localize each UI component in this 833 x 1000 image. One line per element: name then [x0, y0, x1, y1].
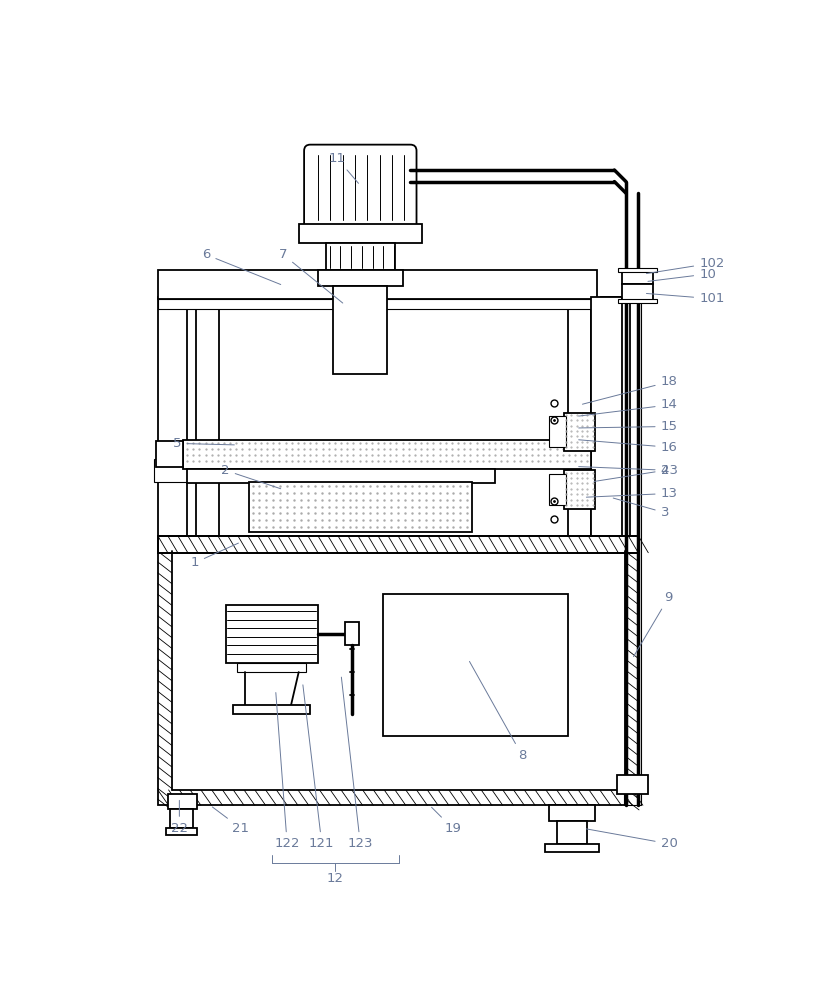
Bar	[601, 297, 630, 536]
Text: 1: 1	[191, 543, 238, 569]
Text: 12: 12	[327, 872, 343, 885]
Bar	[549, 474, 566, 505]
Text: 9: 9	[634, 591, 673, 657]
Bar	[383, 594, 568, 736]
Bar	[326, 243, 395, 270]
Bar	[157, 270, 596, 299]
Bar	[333, 286, 387, 374]
Text: 21: 21	[212, 807, 249, 835]
Bar	[260, 483, 437, 513]
Bar	[157, 536, 639, 553]
Text: 101: 101	[646, 292, 725, 305]
Text: 5: 5	[173, 437, 234, 450]
Bar	[157, 441, 183, 467]
Text: 8: 8	[470, 661, 526, 762]
Bar	[556, 821, 587, 844]
Bar	[197, 297, 219, 536]
Text: 123: 123	[342, 677, 373, 850]
Text: 121: 121	[303, 685, 335, 850]
Text: 20: 20	[586, 829, 677, 850]
Bar	[545, 844, 599, 852]
Bar	[170, 809, 193, 828]
Bar	[564, 413, 595, 451]
Bar	[618, 268, 656, 272]
Bar	[624, 297, 641, 805]
Text: 14: 14	[579, 398, 677, 416]
Bar	[549, 416, 566, 447]
Bar	[591, 297, 622, 536]
Text: 4: 4	[594, 464, 669, 481]
Text: 2: 2	[222, 464, 281, 489]
Bar	[622, 270, 653, 284]
Bar	[167, 828, 197, 835]
Bar	[157, 551, 639, 805]
Text: 18: 18	[582, 375, 677, 404]
Bar	[318, 270, 402, 286]
Bar	[233, 705, 310, 714]
Bar	[568, 297, 591, 536]
Bar	[622, 284, 653, 301]
Bar	[187, 469, 495, 483]
FancyBboxPatch shape	[304, 145, 416, 230]
Text: 7: 7	[279, 248, 342, 303]
Bar	[167, 794, 197, 809]
Bar	[183, 440, 591, 469]
Text: 23: 23	[579, 464, 677, 477]
Text: 122: 122	[274, 693, 300, 850]
Text: 22: 22	[171, 800, 188, 835]
Text: 19: 19	[431, 807, 461, 835]
Bar	[172, 551, 626, 790]
Text: 6: 6	[202, 248, 281, 285]
Bar	[249, 482, 472, 532]
Text: 102: 102	[646, 257, 725, 274]
Bar	[549, 805, 595, 821]
Bar	[157, 297, 187, 536]
Text: 3: 3	[613, 498, 669, 519]
Bar	[564, 470, 595, 509]
Bar	[299, 224, 421, 243]
Bar	[617, 774, 648, 794]
Text: 10: 10	[648, 267, 716, 281]
Bar	[157, 299, 596, 309]
Text: 16: 16	[579, 440, 677, 454]
Bar	[345, 622, 359, 645]
Text: 15: 15	[579, 420, 677, 433]
Bar	[154, 459, 192, 482]
Bar	[618, 299, 656, 303]
Text: 11: 11	[329, 152, 358, 183]
Bar	[237, 663, 307, 672]
Bar	[157, 536, 639, 553]
Text: 13: 13	[586, 487, 677, 500]
Bar	[226, 605, 318, 663]
